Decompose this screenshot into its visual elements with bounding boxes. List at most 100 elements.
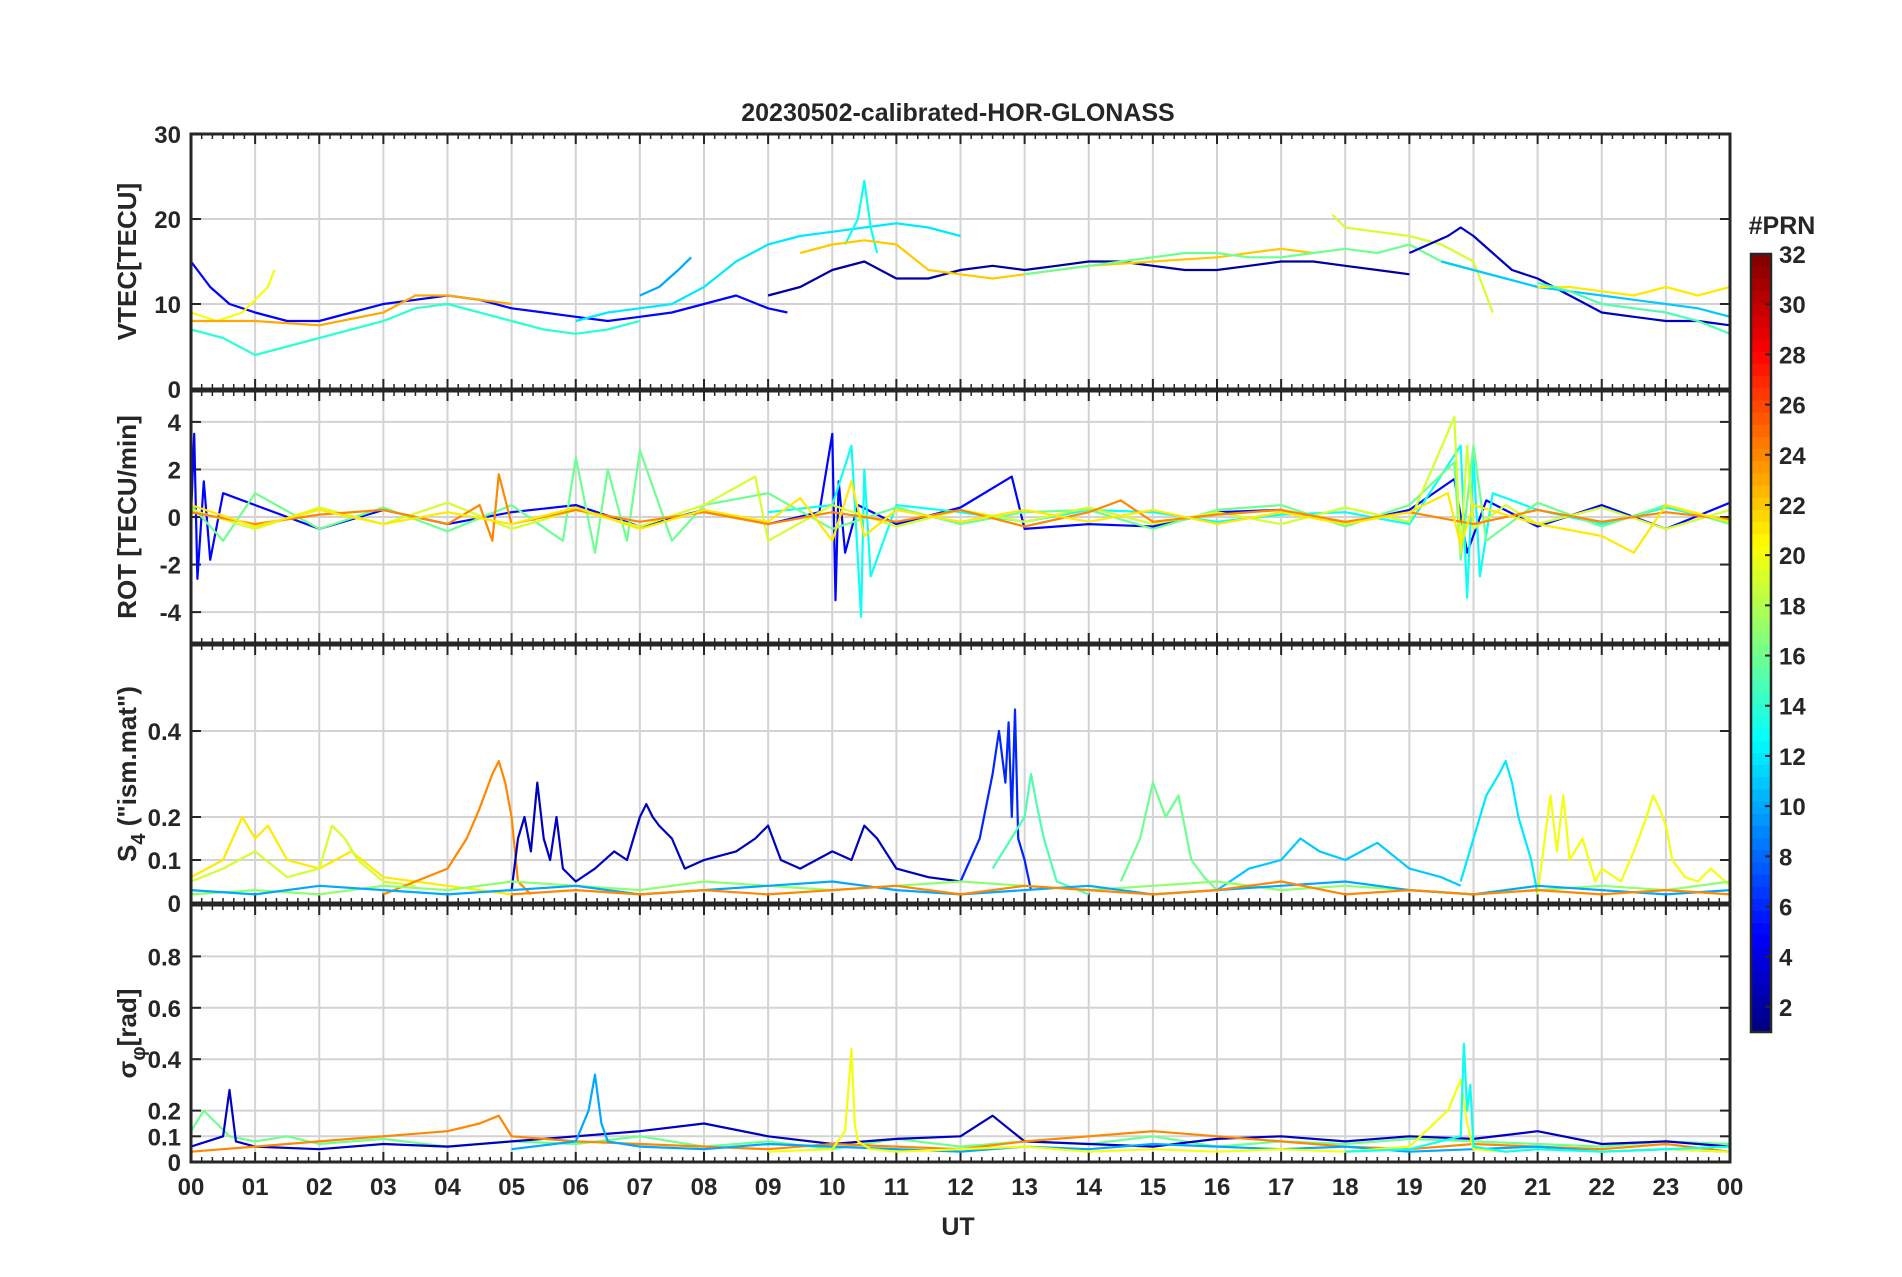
colorbar-band [1751, 995, 1771, 1009]
y-tick-label: -4 [160, 600, 182, 627]
colorbar-label: #PRN [1749, 212, 1816, 240]
axes-frame [189, 389, 1732, 645]
series-line-prn-21 [191, 480, 1730, 554]
colorbar-tick-label: 14 [1779, 694, 1806, 721]
x-tick-label: 19 [1396, 1174, 1423, 1201]
colorbar-band [1751, 521, 1771, 535]
colorbar-band [1751, 302, 1771, 316]
y-tick-label: 0.4 [148, 1047, 182, 1074]
x-tick-label: 06 [562, 1174, 589, 1201]
colorbar-band [1751, 910, 1771, 924]
series-line-prn-19 [191, 416, 1730, 554]
colorbar-band [1751, 679, 1771, 693]
panel-vtec: 0 10 20 30 VTEC[TECU] [112, 122, 1732, 404]
series-group [191, 179, 1730, 357]
x-tick-label: 00 [1717, 1174, 1744, 1201]
colorbar-band [1751, 643, 1771, 656]
colorbar-band [1751, 412, 1771, 425]
x-tick-label: 16 [1204, 1174, 1231, 1201]
series-line-prn-3 [510, 781, 961, 891]
colorbar-band [1751, 351, 1771, 365]
y-tick-label: 0 [168, 377, 181, 404]
colorbar-band [1751, 837, 1771, 851]
colorbar-band [1751, 484, 1771, 498]
y-tick-label: 0.2 [148, 805, 181, 832]
x-tick-label: 23 [1653, 1174, 1680, 1201]
x-tick-label: 08 [691, 1174, 718, 1201]
y-tick-label: -2 [160, 553, 181, 580]
x-axis-label: UT [941, 1213, 974, 1241]
x-tick-label: 01 [242, 1174, 269, 1201]
panel-rot: -4 -2 0 2 4 ROT [TECU/min] [112, 389, 1732, 645]
series-line-prn-15 [1537, 281, 1730, 335]
colorbar-band [1751, 971, 1771, 984]
chart-title: 20230502-calibrated-HOR-GLONASS [741, 99, 1174, 127]
colorbar-band [1751, 788, 1771, 802]
colorbar-tick-label: 16 [1779, 644, 1806, 671]
colorbar-band [1751, 667, 1771, 681]
y-tick-label: 0 [168, 505, 181, 532]
colorbar-band [1751, 703, 1771, 717]
series-line-prn-23 [191, 294, 512, 327]
colorbar-band [1751, 630, 1771, 644]
x-tick-label: 15 [1140, 1174, 1167, 1201]
colorbar-band [1751, 934, 1771, 948]
series-line-prn-24 [382, 759, 532, 896]
colorbar-frame [1749, 252, 1773, 1034]
colorbar-band [1751, 776, 1771, 790]
y-axis-label: S4 ("ism.mat") [112, 686, 150, 862]
y-tick-label: 30 [154, 122, 181, 149]
series-line-prn-11 [1441, 260, 1730, 318]
x-tick-label: 14 [1075, 1174, 1102, 1201]
colorbar-band [1751, 582, 1771, 595]
colorbar-band [1751, 813, 1771, 826]
colorbar-tick-label: 20 [1779, 543, 1806, 570]
colorbar-band [1751, 1007, 1771, 1021]
colorbar-band [1751, 740, 1771, 754]
colorbar-tick-label: 22 [1779, 493, 1806, 520]
colorbar-tick-label: 2 [1779, 995, 1792, 1022]
series-line-prn-15 [991, 772, 1090, 896]
series-line-prn-11 [1216, 837, 1462, 892]
x-tick-label: 20 [1460, 1174, 1487, 1201]
colorbar-band [1751, 545, 1771, 559]
series-group [191, 416, 1730, 618]
series-line-prn-21 [191, 815, 512, 896]
series-line-prn-21 [1537, 285, 1730, 297]
colorbar-band [1751, 290, 1771, 304]
colorbar-tick-label: 6 [1779, 895, 1792, 922]
y-axis-label: VTEC[TECU] [112, 183, 142, 340]
colorbar-tick-label: 10 [1779, 794, 1806, 821]
colorbar-band [1751, 849, 1771, 863]
x-tick-label: 04 [434, 1174, 461, 1201]
x-tick-label: 22 [1588, 1174, 1615, 1201]
y-tick-label: 4 [168, 410, 182, 437]
colorbar-band [1751, 873, 1771, 887]
colorbar-band [1751, 557, 1771, 571]
colorbar-band [1751, 618, 1771, 632]
series-group [191, 1042, 1730, 1153]
series-line-prn-24 [191, 473, 1730, 542]
series-line-prn-16 [1119, 781, 1218, 891]
x-tick-label: 09 [755, 1174, 782, 1201]
colorbar-band [1751, 314, 1771, 328]
panel-sigma: 00.10.2 0.4 0.6 0.8 σφ[rad] [112, 903, 1732, 1177]
x-tick-label: 12 [947, 1174, 974, 1201]
series-line-prn-5 [191, 432, 1730, 602]
series-line-prn-19 [1331, 214, 1494, 313]
colorbar-band [1751, 898, 1771, 912]
colorbar-band [1751, 861, 1771, 875]
colorbar-tick-label: 12 [1779, 744, 1806, 771]
colorbar-band [1751, 460, 1771, 474]
colorbar-tick-label: 24 [1779, 443, 1806, 470]
colorbar-tick-label: 28 [1779, 342, 1806, 369]
y-tick-label: 0.8 [148, 944, 181, 971]
colorbar-band [1751, 509, 1771, 523]
series-line-prn-20 [1536, 794, 1730, 895]
series-line-prn-10 [639, 256, 692, 297]
x-tick-label: 21 [1524, 1174, 1551, 1201]
x-tick-label: 13 [1011, 1174, 1038, 1201]
colorbar-band [1751, 825, 1771, 839]
colorbar-band [1751, 533, 1771, 547]
colorbar-band [1751, 594, 1771, 608]
